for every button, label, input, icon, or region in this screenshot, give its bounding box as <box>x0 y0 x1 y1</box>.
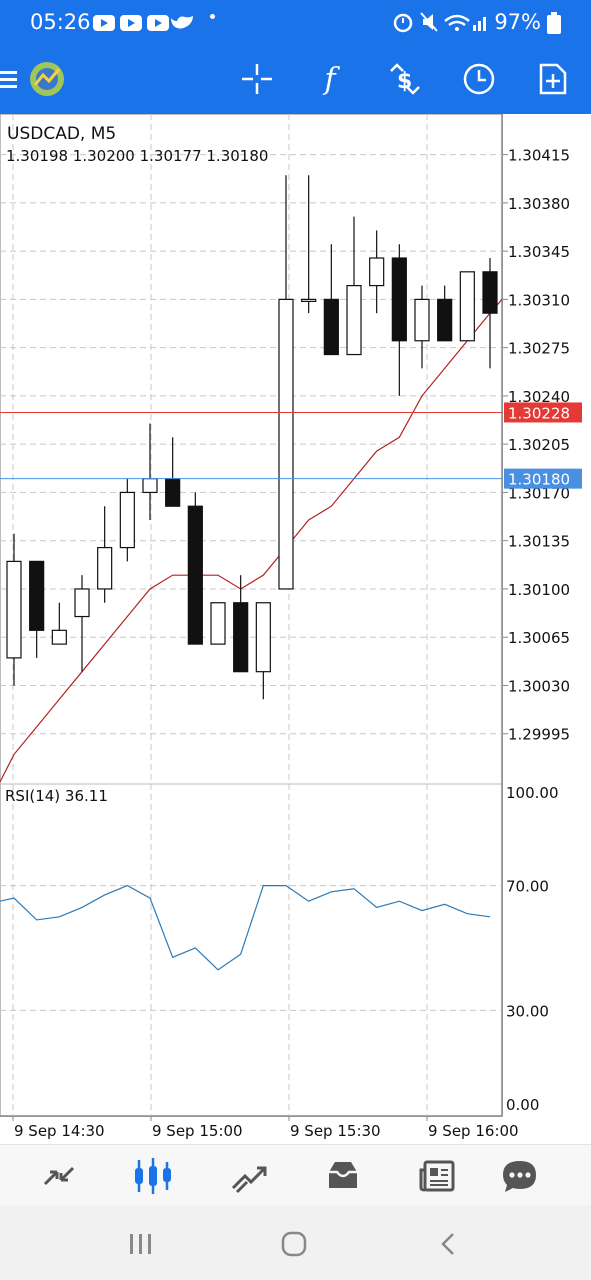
bearish-candle <box>233 602 249 673</box>
time-axis-label: 9 Sep 16:00 <box>428 1122 519 1140</box>
price-tick-label: 1.30415 <box>508 147 570 165</box>
bullish-candle <box>142 478 158 494</box>
bearish-candle <box>437 298 453 342</box>
bullish-candle <box>301 298 317 302</box>
rsi-indicator-label: RSI(14) 36.11 <box>5 787 108 805</box>
system-status-icons <box>393 12 486 33</box>
top-toolbar: f $ <box>0 44 591 114</box>
back-icon[interactable] <box>429 1224 469 1264</box>
price-tick-label: 1.30345 <box>508 243 570 261</box>
bullish-candle <box>414 298 430 342</box>
bullish-candle <box>119 491 135 549</box>
price-tick-label: 1.30065 <box>508 629 570 647</box>
chart-area[interactable]: 1.30415 1.30380 1.30345 1.30310 1.30275 1.302… <box>0 114 591 1144</box>
bullish-candle <box>51 629 67 645</box>
app-logo-icon[interactable] <box>22 54 72 104</box>
new-order-icon[interactable] <box>528 54 578 104</box>
chart-symbol: USDCAD, M5 <box>7 124 117 144</box>
bid-price-label-bg <box>504 402 582 423</box>
status-time: 05:26 <box>30 10 91 34</box>
time-axis-label: 9 Sep 15:00 <box>152 1122 243 1140</box>
ask-price-label-bg <box>504 468 582 489</box>
bullish-candle <box>459 271 475 342</box>
time-axis-label: 9 Sep 14:30 <box>14 1122 105 1140</box>
bullish-candle <box>346 285 362 356</box>
price-tick-label: 1.30275 <box>508 340 570 358</box>
price-tick-label: 1.30205 <box>508 436 570 454</box>
news-icon[interactable] <box>414 1155 460 1197</box>
system-navigation <box>0 1206 591 1280</box>
bearish-candle <box>323 298 339 356</box>
bearish-candle <box>187 505 203 645</box>
currency-exchange-icon[interactable]: $ <box>380 54 430 104</box>
notification-icons <box>93 15 193 31</box>
svg-text:$: $ <box>397 69 412 94</box>
bearish-candle <box>165 478 181 507</box>
clock-icon[interactable] <box>454 54 504 104</box>
bearish-candle <box>391 257 407 342</box>
rsi-tick-label: 0.00 <box>506 1096 539 1114</box>
bottom-navigation <box>0 1144 591 1207</box>
price-tick-label: 1.30100 <box>508 581 570 599</box>
price-tick-label: 1.30380 <box>508 195 570 213</box>
bullish-candle <box>97 546 113 590</box>
battery-icon <box>547 12 561 34</box>
rsi-tick-label: 30.00 <box>506 1002 549 1020</box>
rsi-tick-label: 70.00 <box>506 878 549 896</box>
rsi-line <box>0 884 491 971</box>
recent-apps-icon[interactable] <box>121 1224 161 1264</box>
ohlc-values: 1.30198 1.30200 1.30177 1.30180 <box>6 147 269 165</box>
ask-price-label: 1.30180 <box>508 471 570 489</box>
home-icon[interactable] <box>274 1224 314 1264</box>
bullish-candle <box>255 602 271 673</box>
candlestick-chart[interactable]: 1.30415 1.30380 1.30345 1.30310 1.30275 1.302… <box>0 114 591 1144</box>
bullish-candle <box>210 602 226 645</box>
moving-average-line <box>0 298 503 783</box>
trade-icon[interactable] <box>226 1155 272 1197</box>
price-tick-label: 1.30135 <box>508 533 570 551</box>
crosshair-icon[interactable] <box>232 54 282 104</box>
bullish-candle <box>74 588 90 618</box>
price-tick-label: 1.30310 <box>508 291 570 309</box>
status-bar: 05:26 97% <box>0 0 591 44</box>
quotes-icon[interactable] <box>36 1155 82 1197</box>
history-icon[interactable] <box>320 1155 366 1197</box>
price-tick-label: 1.29995 <box>508 726 570 744</box>
bearish-candle <box>482 271 498 314</box>
menu-icon[interactable] <box>0 54 28 104</box>
function-icon[interactable]: f <box>324 61 336 97</box>
messages-icon[interactable] <box>497 1155 543 1197</box>
dot-icon <box>210 14 215 19</box>
bullish-candle <box>6 560 22 659</box>
bid-price-label: 1.30228 <box>508 404 570 422</box>
battery-percent: 97% <box>494 10 541 34</box>
chart-icon[interactable] <box>130 1155 176 1197</box>
price-tick-label: 1.30170 <box>508 484 570 502</box>
price-tick-label: 1.30240 <box>508 388 570 406</box>
rsi-tick-label: 100.00 <box>506 784 559 802</box>
time-axis-label: 9 Sep 15:30 <box>290 1122 381 1140</box>
bullish-candle <box>278 298 294 590</box>
bearish-candle <box>29 560 45 631</box>
bullish-candle <box>369 257 385 287</box>
price-tick-label: 1.30030 <box>508 677 570 695</box>
